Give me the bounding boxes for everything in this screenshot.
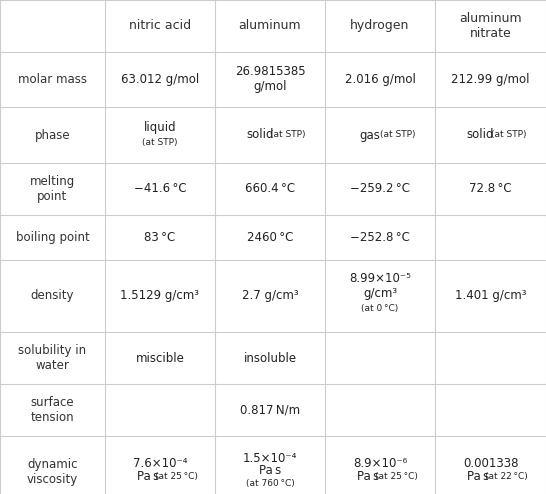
Text: Pa s: Pa s xyxy=(357,469,379,483)
Text: (at STP): (at STP) xyxy=(380,130,416,139)
Text: phase: phase xyxy=(35,128,70,141)
Text: melting
point: melting point xyxy=(30,175,75,203)
Text: (at STP): (at STP) xyxy=(143,137,178,147)
Text: 2.7 g/cm³: 2.7 g/cm³ xyxy=(242,289,298,302)
Text: −259.2 °C: −259.2 °C xyxy=(350,182,410,196)
Text: 26.9815385
g/mol: 26.9815385 g/mol xyxy=(235,66,305,93)
Text: 0.817 N/m: 0.817 N/m xyxy=(240,404,300,416)
Text: gas: gas xyxy=(360,128,381,141)
Text: liquid: liquid xyxy=(144,122,176,134)
Text: solid: solid xyxy=(467,128,494,141)
Text: solid: solid xyxy=(246,128,274,141)
Text: (at 0 °C): (at 0 °C) xyxy=(361,304,399,314)
Text: 7.6×10⁻⁴: 7.6×10⁻⁴ xyxy=(133,456,187,469)
Text: surface
tension: surface tension xyxy=(31,396,74,424)
Text: Pa s: Pa s xyxy=(259,463,281,477)
Text: solubility in
water: solubility in water xyxy=(19,344,87,372)
Text: (at STP): (at STP) xyxy=(491,130,526,139)
Text: Pa s: Pa s xyxy=(467,469,490,483)
Text: 660.4 °C: 660.4 °C xyxy=(245,182,295,196)
Text: (at 25 °C): (at 25 °C) xyxy=(155,471,198,481)
Text: miscible: miscible xyxy=(135,352,185,365)
Text: molar mass: molar mass xyxy=(18,73,87,86)
Text: −252.8 °C: −252.8 °C xyxy=(350,231,410,244)
Text: 1.401 g/cm³: 1.401 g/cm³ xyxy=(455,289,526,302)
Text: 8.9×10⁻⁶: 8.9×10⁻⁶ xyxy=(353,456,407,469)
Text: hydrogen: hydrogen xyxy=(351,19,410,33)
Text: aluminum
nitrate: aluminum nitrate xyxy=(459,12,522,40)
Text: aluminum: aluminum xyxy=(239,19,301,33)
Text: 8.99×10⁻⁵
g/cm³: 8.99×10⁻⁵ g/cm³ xyxy=(349,272,411,300)
Text: density: density xyxy=(31,289,74,302)
Text: 1.5×10⁻⁴: 1.5×10⁻⁴ xyxy=(243,452,297,464)
Text: 0.001338: 0.001338 xyxy=(463,456,518,469)
Text: 83 °C: 83 °C xyxy=(144,231,176,244)
Text: (at 25 °C): (at 25 °C) xyxy=(375,471,418,481)
Text: 2.016 g/mol: 2.016 g/mol xyxy=(345,73,416,86)
Text: (at 760 °C): (at 760 °C) xyxy=(246,479,294,488)
Text: 72.8 °C: 72.8 °C xyxy=(469,182,512,196)
Text: (at STP): (at STP) xyxy=(270,130,306,139)
Text: boiling point: boiling point xyxy=(16,231,90,244)
Text: insoluble: insoluble xyxy=(244,352,296,365)
Text: 212.99 g/mol: 212.99 g/mol xyxy=(451,73,530,86)
Text: Pa s: Pa s xyxy=(137,469,159,483)
Text: dynamic
viscosity: dynamic viscosity xyxy=(27,458,78,486)
Text: 2460 °C: 2460 °C xyxy=(247,231,293,244)
Text: (at 22 °C): (at 22 °C) xyxy=(485,471,528,481)
Text: −41.6 °C: −41.6 °C xyxy=(134,182,186,196)
Text: nitric acid: nitric acid xyxy=(129,19,191,33)
Text: 63.012 g/mol: 63.012 g/mol xyxy=(121,73,199,86)
Text: 1.5129 g/cm³: 1.5129 g/cm³ xyxy=(121,289,199,302)
